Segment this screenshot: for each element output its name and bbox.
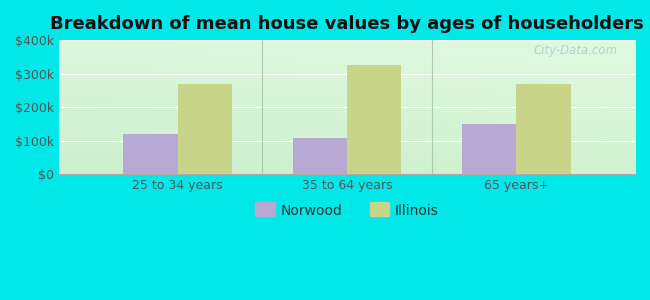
Title: Breakdown of mean house values by ages of householders: Breakdown of mean house values by ages o… <box>50 15 644 33</box>
Bar <box>292 138 347 174</box>
Bar <box>462 124 516 174</box>
Bar <box>516 84 571 174</box>
Bar <box>177 84 232 174</box>
Bar <box>347 65 401 174</box>
Bar <box>124 134 177 174</box>
Legend: Norwood, Illinois: Norwood, Illinois <box>255 204 439 218</box>
Text: City-Data.com: City-Data.com <box>534 44 618 57</box>
